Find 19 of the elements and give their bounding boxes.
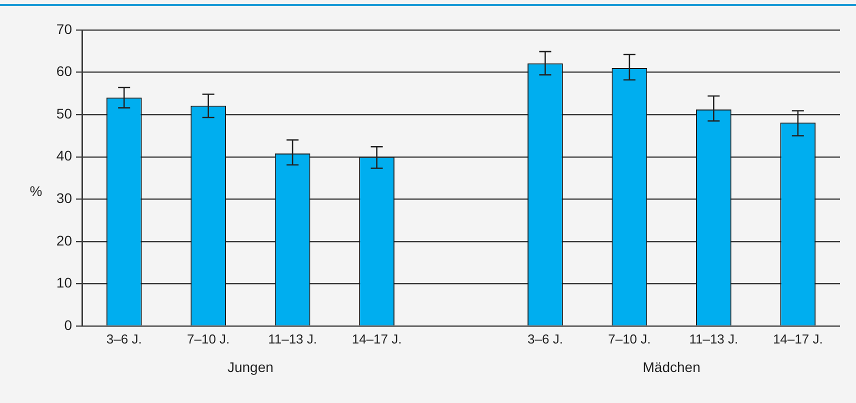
y-tick-label: 50 <box>56 105 72 122</box>
text: Mädchen <box>642 358 700 375</box>
x-tick-label: 11–13 J. <box>689 331 738 346</box>
x-tick-label: 3–6 J. <box>528 331 563 346</box>
x-tick-label: 3–6 J. <box>106 331 142 346</box>
y-tick-label: 0 <box>64 316 72 333</box>
y-tick-label: 70 <box>56 20 72 37</box>
x-tick-label: 7–10 J. <box>608 331 651 346</box>
y-tick-label: 20 <box>56 232 72 248</box>
x-tick-label: 14–17 J. <box>772 331 823 346</box>
y-tick-label: 10 <box>56 274 72 291</box>
y-tick-label: 30 <box>56 190 72 206</box>
x-tick-label: 7–10 J. <box>187 331 230 346</box>
y-tick-label: 40 <box>56 148 72 164</box>
x-tick-label: 11–13 J. <box>268 331 318 346</box>
y-axis-title: % <box>30 182 42 199</box>
x-tick-label: 14–17 J. <box>352 331 402 346</box>
text: Jungen <box>227 358 274 375</box>
y-tick-label: 60 <box>56 63 72 80</box>
